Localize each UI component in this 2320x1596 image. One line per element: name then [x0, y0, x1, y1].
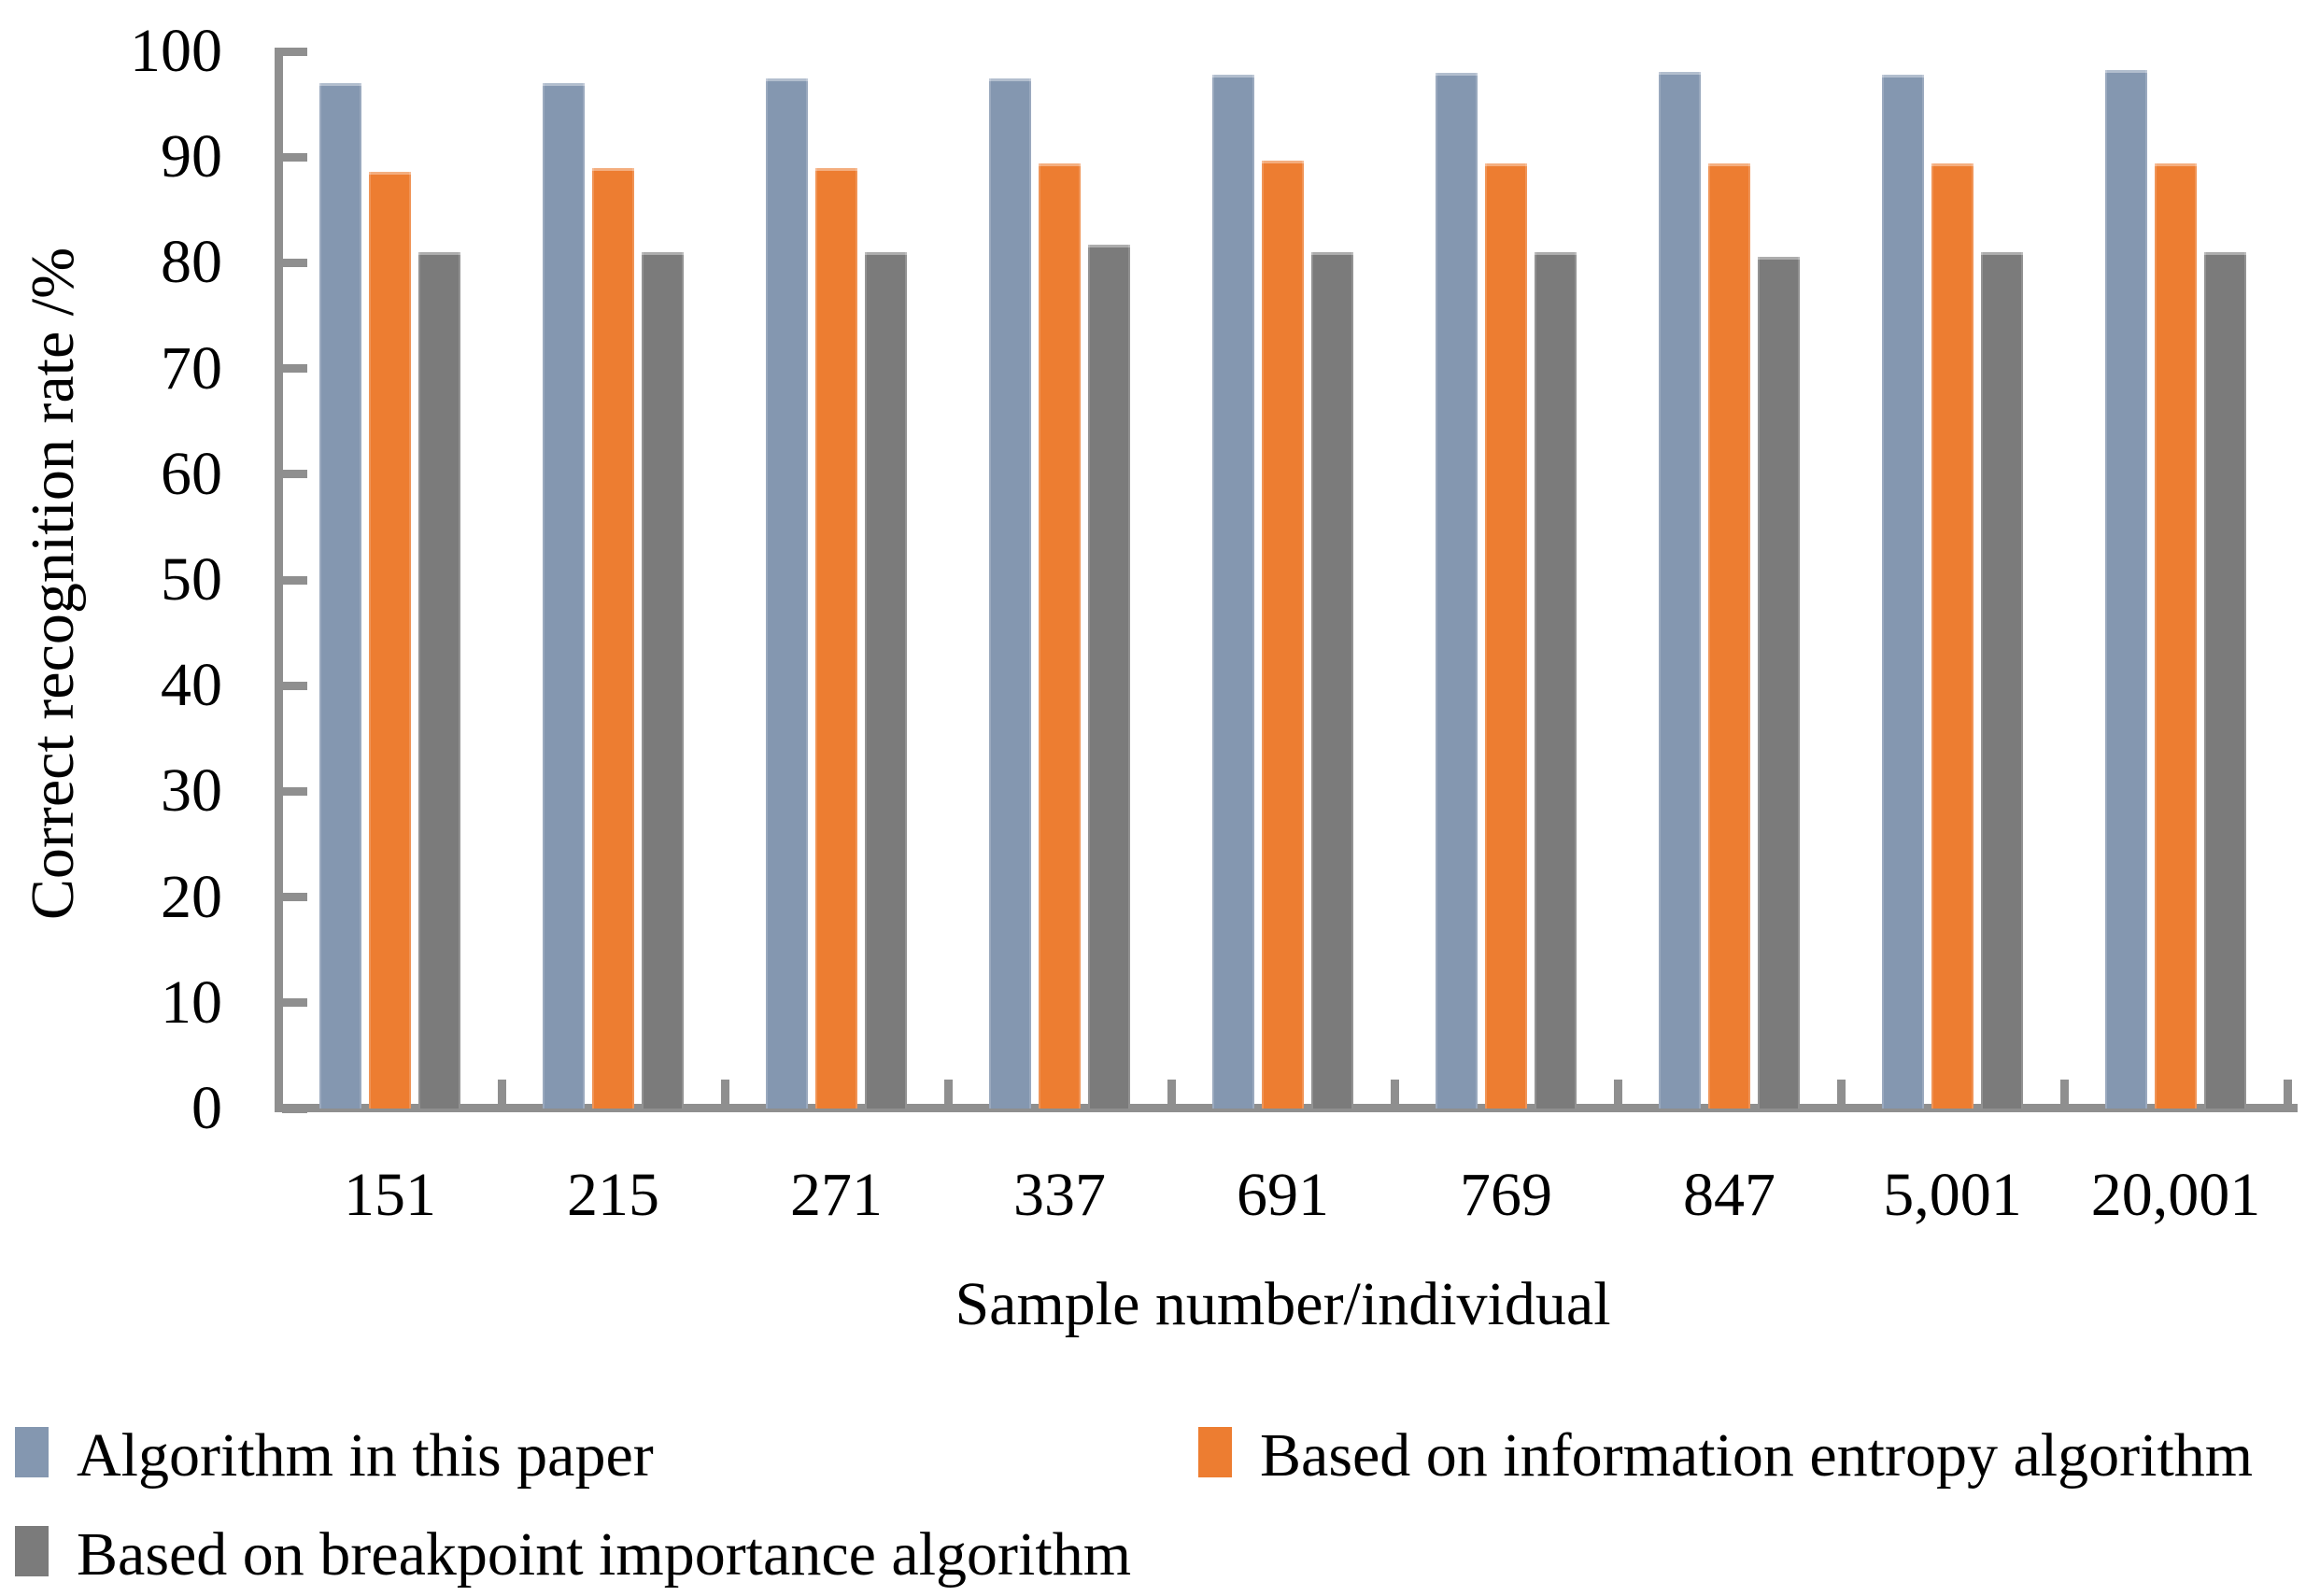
x-axis-tick	[721, 1080, 729, 1104]
bar-691-series-2	[1311, 252, 1353, 1109]
x-axis-category-label: 769	[1394, 1163, 1618, 1228]
legend-label: Based on information entropy algorithm	[1260, 1423, 2253, 1489]
bar-337-series-1	[1039, 163, 1081, 1109]
y-axis-tick-label: 80	[17, 232, 222, 293]
bar-20,001-series-2	[2204, 252, 2246, 1109]
x-axis-category-label: 151	[278, 1163, 502, 1228]
plot-area	[278, 51, 2287, 1109]
bar-20,001-series-1	[2155, 163, 2197, 1109]
bar-271-series-0	[766, 78, 808, 1109]
legend-marker-icon	[15, 1427, 49, 1477]
bar-769-series-2	[1535, 252, 1577, 1109]
bar-691-series-1	[1262, 161, 1304, 1109]
x-axis-tick	[1837, 1080, 1846, 1104]
bar-769-series-0	[1436, 73, 1478, 1109]
y-axis-tick-labels: 0102030405060708090100	[0, 51, 248, 1109]
x-axis-category-label: 5,001	[1841, 1163, 2064, 1228]
bar-847-series-0	[1659, 72, 1701, 1109]
y-axis-tick	[282, 364, 307, 373]
x-axis-tick	[1167, 1080, 1176, 1104]
bar-691-series-0	[1212, 75, 1254, 1109]
y-axis-tick-label: 100	[17, 21, 222, 82]
x-axis-category-labels: 1512152713376917698475,00120,001	[278, 1163, 2287, 1247]
x-axis-tick	[2060, 1080, 2069, 1104]
bar-847-series-2	[1758, 257, 1800, 1109]
y-axis-tick	[282, 893, 307, 901]
y-axis-tick-label: 50	[17, 549, 222, 611]
x-axis-tick	[498, 1080, 506, 1104]
y-axis-tick-label: 40	[17, 655, 222, 716]
y-axis-tick	[282, 470, 307, 478]
legend-marker-icon	[1198, 1427, 1232, 1477]
bar-215-series-0	[543, 83, 585, 1109]
x-axis-title: Sample number/individual	[278, 1272, 2287, 1337]
y-axis-tick-label: 0	[17, 1078, 222, 1139]
bar-151-series-2	[418, 252, 460, 1109]
x-axis-tick	[1614, 1080, 1622, 1104]
x-axis-tick	[944, 1080, 953, 1104]
y-axis-tick-label: 30	[17, 760, 222, 822]
x-axis-category-label: 691	[1171, 1163, 1394, 1228]
bar-chart: Correct recognition rate /% 010203040506…	[0, 0, 2320, 1596]
x-axis-category-label: 337	[948, 1163, 1171, 1228]
y-axis-tick	[282, 153, 307, 162]
bar-5,001-series-2	[1981, 252, 2023, 1109]
y-axis-tick	[282, 787, 307, 796]
bar-215-series-2	[642, 252, 684, 1109]
bar-5,001-series-0	[1882, 75, 1924, 1109]
y-axis-tick-label: 70	[17, 338, 222, 400]
x-axis-category-label: 20,001	[2064, 1163, 2287, 1228]
y-axis-tick	[282, 576, 307, 585]
y-axis-tick	[282, 48, 307, 56]
x-axis-category-label: 215	[502, 1163, 725, 1228]
y-axis-tick	[282, 259, 307, 267]
x-axis-tick	[1391, 1080, 1399, 1104]
x-axis-tick	[2284, 1080, 2292, 1104]
y-axis-tick-label: 20	[17, 867, 222, 928]
legend-label: Based on breakpoint importance algorithm	[77, 1522, 1131, 1588]
x-axis-category-label: 271	[725, 1163, 948, 1228]
legend-marker-icon	[15, 1526, 49, 1576]
bar-847-series-1	[1708, 163, 1750, 1109]
legend-label: Algorithm in this paper	[77, 1423, 654, 1489]
bar-5,001-series-1	[1931, 163, 1973, 1109]
bar-20,001-series-0	[2105, 70, 2147, 1109]
y-axis-tick-label: 10	[17, 972, 222, 1034]
bar-337-series-2	[1088, 245, 1130, 1109]
y-axis-tick	[282, 1105, 307, 1113]
y-axis-tick-label: 90	[17, 126, 222, 188]
bar-271-series-1	[815, 168, 857, 1109]
x-axis-category-label: 847	[1618, 1163, 1841, 1228]
bar-151-series-1	[369, 172, 411, 1109]
y-axis-tick-label: 60	[17, 444, 222, 505]
bar-769-series-1	[1485, 163, 1527, 1109]
bar-151-series-0	[319, 83, 361, 1109]
bar-337-series-0	[989, 78, 1031, 1109]
bar-215-series-1	[592, 168, 634, 1109]
y-axis-tick	[282, 682, 307, 690]
bar-271-series-2	[865, 252, 907, 1109]
y-axis-tick	[282, 998, 307, 1007]
